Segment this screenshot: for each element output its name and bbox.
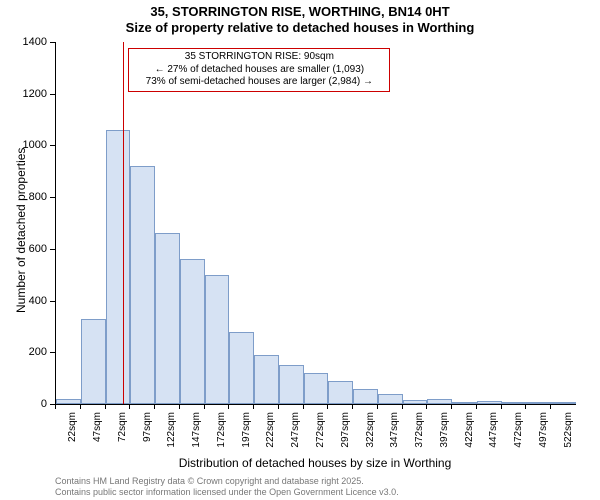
x-tick-label: 422sqm	[464, 412, 475, 452]
x-tick-label: 272sqm	[315, 412, 326, 452]
x-tick-label: 497sqm	[538, 412, 549, 452]
y-tick-label: 0	[0, 398, 47, 410]
y-tick-label: 200	[0, 346, 47, 358]
y-tick-label: 400	[0, 295, 47, 307]
x-tick-label: 222sqm	[265, 412, 276, 452]
x-tick-label: 297sqm	[340, 412, 351, 452]
histogram-bar	[403, 400, 428, 404]
histogram-bar	[254, 355, 279, 404]
histogram-bar	[378, 394, 403, 404]
x-tick-label: 522sqm	[563, 412, 574, 452]
y-axis-label: Number of detached properties	[14, 148, 28, 313]
histogram-bar	[304, 373, 329, 404]
histogram-bar	[130, 166, 155, 404]
x-axis-label: Distribution of detached houses by size …	[55, 456, 575, 470]
y-tick-label: 1200	[0, 88, 47, 100]
histogram-bar	[328, 381, 353, 404]
histogram-bar	[56, 399, 81, 404]
x-tick-label: 47sqm	[92, 412, 103, 452]
chart-title: 35, STORRINGTON RISE, WORTHING, BN14 0HT	[0, 4, 600, 19]
histogram-bar	[427, 399, 452, 404]
histogram-bar	[229, 332, 254, 404]
footer-copyright-1: Contains HM Land Registry data © Crown c…	[55, 476, 364, 486]
histogram-bar	[477, 401, 502, 404]
x-tick-label: 147sqm	[191, 412, 202, 452]
chart-subtitle: Size of property relative to detached ho…	[0, 20, 600, 35]
histogram-chart: 35, STORRINGTON RISE, WORTHING, BN14 0HT…	[0, 0, 600, 500]
footer-copyright-2: Contains public sector information licen…	[55, 487, 399, 497]
histogram-bar	[205, 275, 230, 404]
annotation-line3: 73% of semi-detached houses are larger (…	[133, 76, 385, 89]
histogram-bar	[279, 365, 304, 404]
histogram-bar	[106, 130, 131, 404]
annotation-box: 35 STORRINGTON RISE: 90sqm ← 27% of deta…	[128, 48, 390, 92]
y-tick-label: 800	[0, 191, 47, 203]
y-tick-label: 600	[0, 243, 47, 255]
x-tick-label: 397sqm	[439, 412, 450, 452]
histogram-bar	[452, 402, 477, 404]
x-tick-label: 72sqm	[117, 412, 128, 452]
x-tick-label: 472sqm	[513, 412, 524, 452]
x-tick-label: 172sqm	[216, 412, 227, 452]
x-tick-label: 97sqm	[142, 412, 153, 452]
annotation-line2: ← 27% of detached houses are smaller (1,…	[133, 64, 385, 77]
histogram-bar	[526, 402, 551, 404]
histogram-bar	[502, 402, 527, 404]
histogram-bar	[180, 259, 205, 404]
histogram-bar	[353, 389, 378, 405]
histogram-bar	[155, 233, 180, 404]
x-tick-label: 247sqm	[290, 412, 301, 452]
x-tick-label: 197sqm	[241, 412, 252, 452]
x-tick-label: 322sqm	[365, 412, 376, 452]
plot-area	[55, 42, 576, 405]
histogram-bar	[551, 402, 576, 404]
x-tick-label: 22sqm	[67, 412, 78, 452]
marker-line	[123, 42, 124, 404]
x-tick-label: 447sqm	[488, 412, 499, 452]
annotation-line1: 35 STORRINGTON RISE: 90sqm	[133, 51, 385, 64]
x-tick-label: 372sqm	[414, 412, 425, 452]
y-tick-label: 1000	[0, 139, 47, 151]
histogram-bar	[81, 319, 106, 404]
y-tick-label: 1400	[0, 36, 47, 48]
x-tick-label: 347sqm	[389, 412, 400, 452]
x-tick-label: 122sqm	[166, 412, 177, 452]
